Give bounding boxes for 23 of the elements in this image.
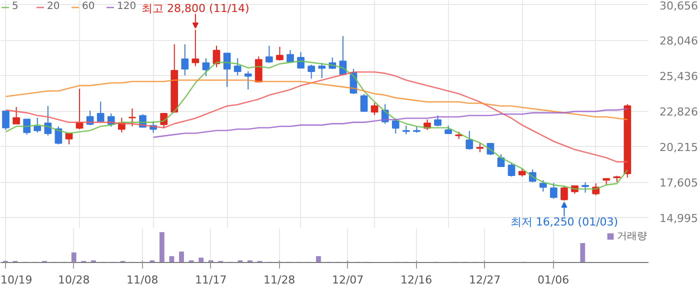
x-tick-label: 12/07 <box>332 274 364 286</box>
y-tick-label: 28,046 <box>660 34 698 48</box>
x-tick-label: 11/08 <box>126 274 158 286</box>
y-tick-label: 22,826 <box>660 106 698 119</box>
x-tick-label: 12/27 <box>468 274 501 286</box>
y-tick-label: 14,995 <box>660 212 698 226</box>
y-tick-label: 30,656 <box>660 0 698 12</box>
annotation: 최저 16,250 (01/03) <box>510 216 618 229</box>
x-tick-label: 11/28 <box>263 274 296 286</box>
legend-label: 20 <box>47 1 61 12</box>
legend-label: 60 <box>82 1 96 12</box>
x-tick-label: 10/28 <box>58 274 90 286</box>
x-tick-label: 11/17 <box>195 274 227 286</box>
y-tick-label: 17,605 <box>660 176 698 190</box>
annotation: 최고 28,800 (11/14) <box>142 2 250 15</box>
x-tick-label: 10/19 <box>0 274 32 286</box>
y-tick-label: 25,436 <box>660 70 698 84</box>
legend-label: 5 <box>12 1 20 12</box>
y-tick-label: 20,215 <box>660 141 698 154</box>
legend-label: 120 <box>117 1 137 12</box>
legend-label: 거래량 <box>617 230 647 243</box>
x-tick-label: 12/16 <box>400 274 432 286</box>
x-tick-label: 01/06 <box>537 274 570 286</box>
